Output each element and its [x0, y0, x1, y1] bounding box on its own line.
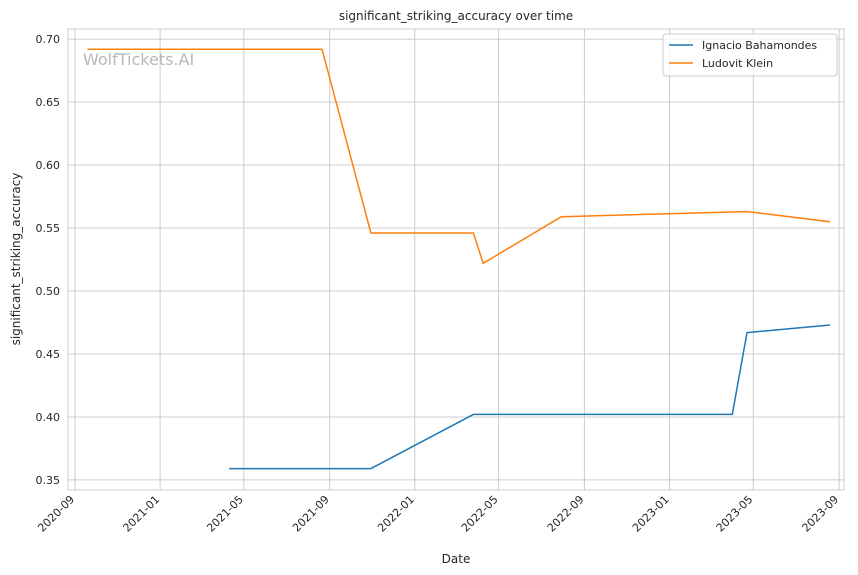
- series-line-0: [229, 324, 831, 470]
- y-tick-label: 0.70: [36, 33, 61, 46]
- y-tick-label: 0.45: [36, 348, 61, 361]
- legend-label-0: Ignacio Bahamondes: [702, 39, 817, 52]
- legend: Ignacio Bahamondes Ludovit Klein: [662, 33, 838, 77]
- watermark-text: WolfTickets.AI: [83, 50, 194, 69]
- grid: [68, 29, 844, 490]
- y-tick-label: 0.50: [36, 285, 61, 298]
- y-axis-ticks: 0.35 0.40 0.45 0.50 0.55 0.60 0.65 0.70: [36, 33, 61, 487]
- series-layer: [87, 48, 831, 470]
- y-tick-label: 0.65: [36, 96, 61, 109]
- y-tick-label: 0.60: [36, 159, 61, 172]
- y-tick-label: 0.55: [36, 222, 61, 235]
- x-axis-title: Date: [442, 552, 471, 566]
- y-tick-label: 0.40: [36, 411, 61, 424]
- legend-label-1: Ludovit Klein: [702, 57, 773, 70]
- y-tick-label: 0.35: [36, 474, 61, 487]
- plot-frame: [67, 28, 845, 491]
- series-line-1: [87, 48, 831, 265]
- legend-box: [662, 33, 838, 77]
- y-axis-title: significant_striking_accuracy: [9, 173, 23, 346]
- chart-title: significant_striking_accuracy over time: [339, 9, 573, 23]
